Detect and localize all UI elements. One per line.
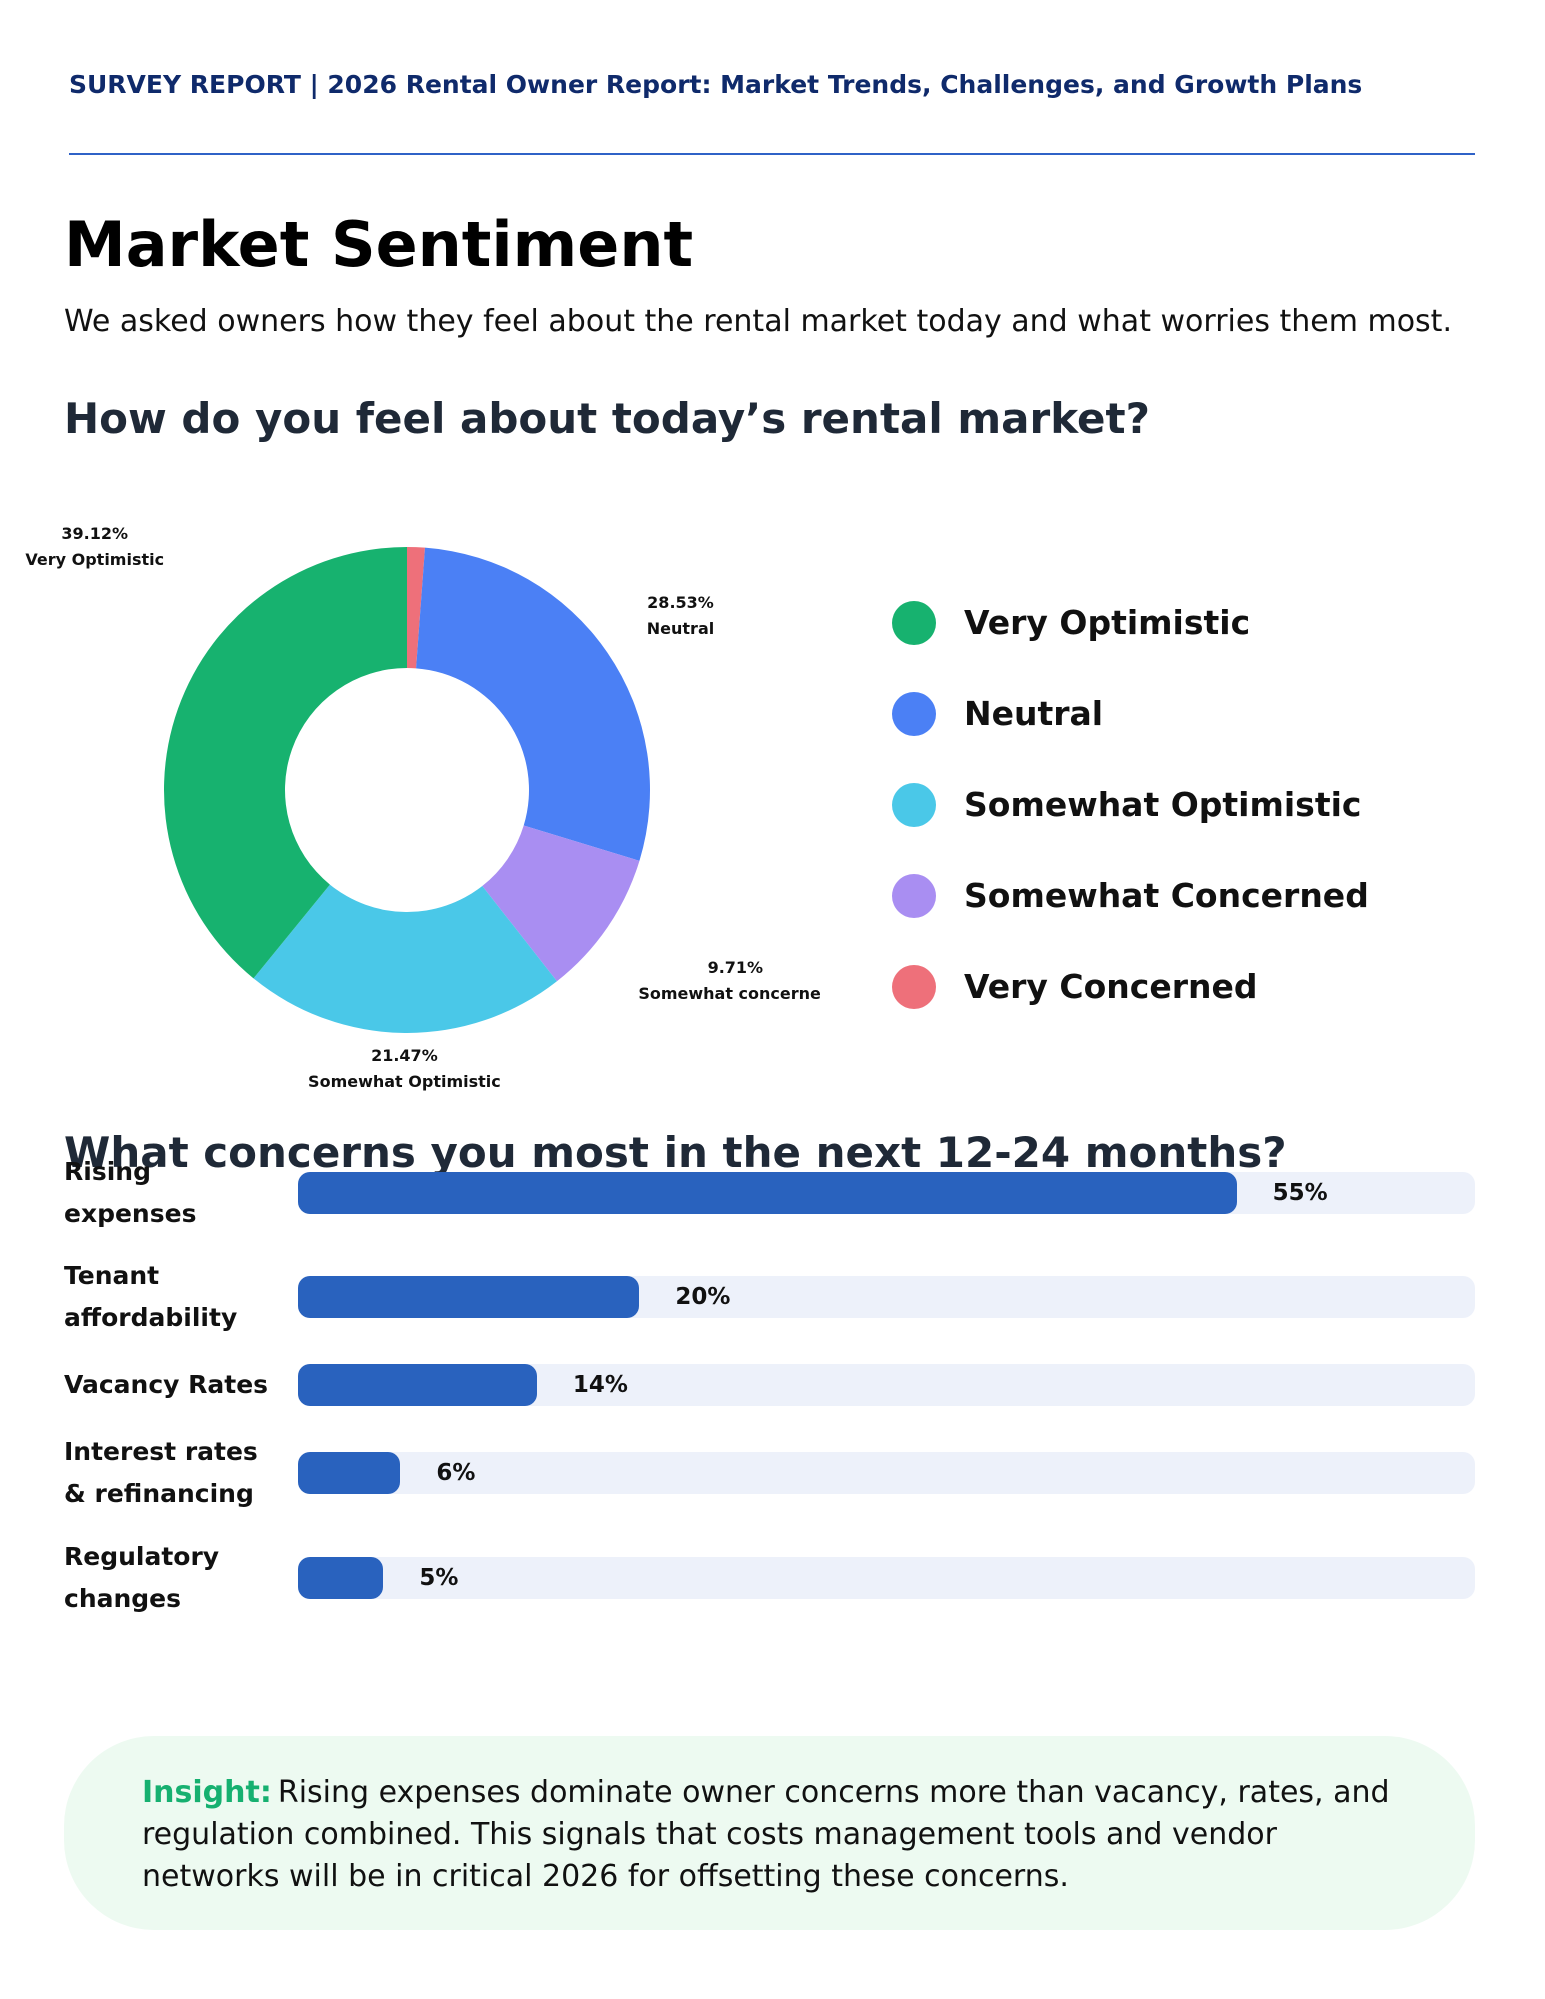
insight-callout: Insight: Rising expenses dominate owner c… [64, 1736, 1475, 1930]
bar-category-label: Vacancy Rates [64, 1370, 269, 1399]
legend-label: Neutral [964, 694, 1104, 733]
bar-category-label: Regulatory changes [64, 1542, 220, 1613]
report-header-title: SURVEY REPORT | 2026 Rental Owner Report… [69, 70, 1363, 99]
legend-item-neutral: Neutral [892, 668, 1369, 759]
legend-swatch-somewhat-concerned [892, 873, 936, 918]
bar-row: Interest rates & refinancing 6% [64, 1428, 1475, 1518]
donut-slice-somewhat-optimistic [253, 884, 557, 1033]
insight-label: Insight: [142, 1775, 272, 1810]
bar-fill [298, 1557, 384, 1599]
donut-value-label: 9.71% [708, 958, 764, 977]
bar-fill [298, 1172, 1237, 1214]
donut-value-label: 28.53% [647, 593, 714, 612]
sentiment-question-title: How do you feel about today’s rental mar… [64, 394, 1150, 443]
bar-row: Tenant affordability 20% [64, 1252, 1475, 1342]
page-title: Market Sentiment [64, 208, 694, 281]
donut-category-label: Neutral [647, 619, 714, 638]
legend-swatch-somewhat-optimistic [892, 782, 936, 827]
donut-slice-very-optimistic [164, 547, 407, 979]
bar-category-label: Interest rates & refinancing [64, 1437, 258, 1508]
bar-row: Rising expenses 55% [64, 1148, 1475, 1238]
legend-label: Somewhat Concerned [964, 876, 1369, 915]
bar-row: Vacancy Rates 14% [64, 1340, 1475, 1430]
sentiment-donut-chart: 1.18%Very Concerned28.53%Neutral9.71%Som… [25, 524, 820, 1091]
header-divider [69, 153, 1475, 155]
donut-slice-very-concerned [407, 547, 425, 669]
page-subtitle: We asked owners how they feel about the … [64, 304, 1452, 339]
legend-label: Very Concerned [964, 967, 1258, 1006]
bar-fill [298, 1452, 401, 1494]
bar-row: Regulatory changes 5% [64, 1533, 1475, 1623]
donut-value-label: 39.12% [61, 524, 128, 543]
bar-track: 20% [298, 1276, 1475, 1318]
legend-swatch-neutral [892, 691, 936, 736]
donut-slice-somewhat-concerned [482, 825, 640, 982]
donut-category-label: Somewhat concerned [638, 984, 820, 1003]
insight-text-block: Insight: Rising expenses dominate owner c… [142, 1772, 1401, 1898]
bar-track: 6% [298, 1452, 1475, 1494]
bar-value-label: 6% [436, 1460, 476, 1486]
bar-value-label: 5% [419, 1565, 459, 1591]
legend-item-somewhat-concerned: Somewhat Concerned [892, 850, 1369, 941]
legend-label: Somewhat Optimistic [964, 785, 1362, 824]
bar-track: 5% [298, 1557, 1475, 1599]
concerns-question-title: What concerns you most in the next 12-24… [64, 1128, 1287, 1177]
donut-value-label: 21.47% [371, 1046, 438, 1065]
legend-swatch-very-concerned [892, 964, 936, 1009]
bar-value-label: 55% [1272, 1180, 1328, 1206]
donut-category-label: Very Optimistic [25, 550, 164, 569]
insight-body: Rising expenses dominate owner concerns … [142, 1775, 1390, 1894]
bar-value-label: 14% [572, 1372, 628, 1398]
legend-item-somewhat-optimistic: Somewhat Optimistic [892, 759, 1369, 850]
legend-item-very-concerned: Very Concerned [892, 941, 1369, 1032]
donut-slice-neutral [416, 547, 650, 861]
bar-track: 55% [298, 1172, 1475, 1214]
bar-fill [298, 1364, 537, 1406]
bar-category-label: Rising expenses [64, 1157, 197, 1228]
donut-category-label: Somewhat Optimistic [308, 1072, 501, 1091]
legend-swatch-very-optimistic [892, 600, 936, 645]
bar-value-label: 20% [675, 1284, 731, 1310]
bar-fill [298, 1276, 640, 1318]
legend-label: Very Optimistic [964, 603, 1251, 642]
bar-category-label: Tenant affordability [64, 1261, 238, 1332]
bar-track: 14% [298, 1364, 1475, 1406]
sentiment-legend: Very Optimistic Neutral Somewhat Optimis… [892, 577, 1369, 1032]
legend-item-very-optimistic: Very Optimistic [892, 577, 1369, 668]
